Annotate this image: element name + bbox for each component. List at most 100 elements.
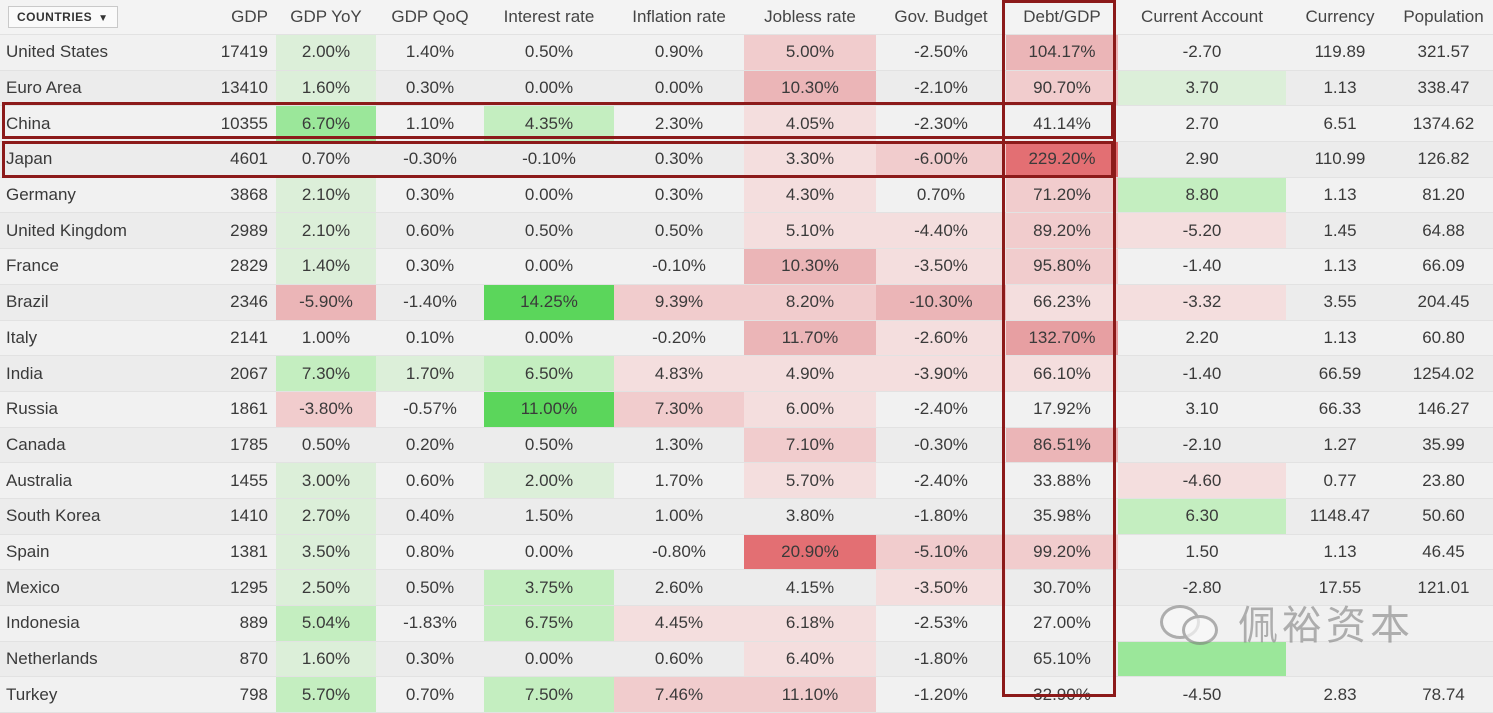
table-row[interactable]: India 2067 7.30% 1.70% 6.50% 4.83% 4.90% -3.90%… <box>0 355 1493 392</box>
cell-current-account: 8.80 <box>1118 177 1286 214</box>
cell-debt-gdp: 27.00% <box>1006 605 1118 642</box>
cell-current-account: -4.60 <box>1118 462 1286 499</box>
column-header-interest-rate[interactable]: Interest rate <box>484 0 614 35</box>
countries-dropdown[interactable]: COUNTRIES ▼ <box>8 6 118 28</box>
cell-debt-gdp: 33.88% <box>1006 462 1118 499</box>
cell-gdp-yoy: 0.70% <box>276 141 376 178</box>
cell-currency: 110.99 <box>1286 141 1394 178</box>
cell-debt-gdp: 30.70% <box>1006 569 1118 606</box>
table-row[interactable]: France 2829 1.40% 0.30% 0.00% -0.10% 10.30% -3.… <box>0 248 1493 285</box>
country-name[interactable]: Canada <box>0 427 196 464</box>
country-name[interactable]: Mexico <box>0 569 196 606</box>
table-row[interactable]: United Kingdom 2989 2.10% 0.60% 0.50% 0.50% 5.… <box>0 212 1493 250</box>
table-row[interactable]: Indonesia 889 5.04% -1.83% 6.75% 4.45% 6.18% -2… <box>0 605 1493 642</box>
table-row[interactable]: Spain 1381 3.50% 0.80% 0.00% -0.80% 20.90% -5.1… <box>0 534 1493 571</box>
cell-inflation-rate: 4.83% <box>614 355 744 392</box>
cell-inflation-rate: 1.30% <box>614 427 744 464</box>
cell-interest-rate: 6.75% <box>484 605 614 642</box>
country-name[interactable]: France <box>0 248 196 285</box>
country-name[interactable]: Germany <box>0 177 196 214</box>
table-body: United States 17419 2.00% 1.40% 0.50% 0.90% 5.… <box>0 34 1493 713</box>
column-header-gdp-qoq[interactable]: GDP QoQ <box>376 0 484 35</box>
column-header-gdp[interactable]: GDP <box>196 0 276 35</box>
country-name[interactable]: China <box>0 105 196 143</box>
column-header-current-account[interactable]: Current Account <box>1118 0 1286 35</box>
country-name[interactable]: Brazil <box>0 284 196 321</box>
cell-gdp: 13410 <box>196 70 276 107</box>
cell-interest-rate: 3.75% <box>484 569 614 606</box>
cell-gdp-qoq: -0.30% <box>376 141 484 178</box>
cell-currency: 1.13 <box>1286 248 1394 285</box>
cell-jobless-rate: 4.05% <box>744 105 876 143</box>
cell-gdp-yoy: 3.00% <box>276 462 376 499</box>
cell-gov-budget: -3.90% <box>876 355 1006 392</box>
table-row[interactable]: Germany 3868 2.10% 0.30% 0.00% 0.30% 4.30% 0.70… <box>0 177 1493 214</box>
cell-inflation-rate: 7.46% <box>614 676 744 713</box>
table-row[interactable]: Italy 2141 1.00% 0.10% 0.00% -0.20% 11.70% -2.6… <box>0 320 1493 357</box>
table-row[interactable]: Australia 1455 3.00% 0.60% 2.00% 1.70% 5.70% -2… <box>0 462 1493 499</box>
cell-inflation-rate: 0.90% <box>614 34 744 71</box>
cell-jobless-rate: 5.70% <box>744 462 876 499</box>
cell-debt-gdp: 104.17% <box>1006 34 1118 71</box>
cell-interest-rate: 0.00% <box>484 534 614 571</box>
cell-jobless-rate: 10.30% <box>744 248 876 285</box>
cell-gdp-yoy: 5.04% <box>276 605 376 642</box>
cell-inflation-rate: 0.00% <box>614 70 744 107</box>
country-name[interactable]: Turkey <box>0 676 196 713</box>
cell-gdp-yoy: 7.30% <box>276 355 376 392</box>
column-header-jobless-rate[interactable]: Jobless rate <box>744 0 876 35</box>
table-row[interactable]: United States 17419 2.00% 1.40% 0.50% 0.90% 5.… <box>0 34 1493 71</box>
cell-interest-rate: 2.00% <box>484 462 614 499</box>
cell-currency: 1.13 <box>1286 177 1394 214</box>
column-header-currency[interactable]: Currency <box>1286 0 1394 35</box>
caret-down-icon: ▼ <box>98 13 109 24</box>
table-row[interactable]: Euro Area 13410 1.60% 0.30% 0.00% 0.00% 10.30%… <box>0 70 1493 107</box>
cell-interest-rate: 0.50% <box>484 427 614 464</box>
country-name[interactable]: United Kingdom <box>0 212 196 250</box>
cell-currency: 1.13 <box>1286 534 1394 571</box>
table-row[interactable]: Russia 1861 -3.80% -0.57% 11.00% 7.30% 6.00% -2… <box>0 391 1493 428</box>
cell-gdp-qoq: 0.60% <box>376 462 484 499</box>
country-name[interactable]: Russia <box>0 391 196 428</box>
country-name[interactable]: Japan <box>0 141 196 178</box>
country-name[interactable]: Spain <box>0 534 196 571</box>
column-header-debt-gdp[interactable]: Debt/GDP <box>1006 0 1118 35</box>
cell-gov-budget: -5.10% <box>876 534 1006 571</box>
cell-gdp: 1381 <box>196 534 276 571</box>
country-name[interactable]: United States <box>0 34 196 71</box>
cell-population: 66.09 <box>1394 248 1493 285</box>
cell-interest-rate: 7.50% <box>484 676 614 713</box>
cell-interest-rate: -0.10% <box>484 141 614 178</box>
country-name[interactable]: Netherlands <box>0 641 196 678</box>
column-header-inflation-rate[interactable]: Inflation rate <box>614 0 744 35</box>
cell-current-account: 6.30 <box>1118 498 1286 535</box>
country-name[interactable]: Indonesia <box>0 605 196 642</box>
country-name[interactable]: Italy <box>0 320 196 357</box>
country-name[interactable]: South Korea <box>0 498 196 535</box>
table-row[interactable]: Mexico 1295 2.50% 0.50% 3.75% 2.60% 4.15% -3.50… <box>0 569 1493 606</box>
country-name[interactable]: Euro Area <box>0 70 196 107</box>
cell-gdp-qoq: 0.70% <box>376 676 484 713</box>
table-row[interactable]: South Korea 1410 2.70% 0.40% 1.50% 1.00% 3.80%… <box>0 498 1493 535</box>
cell-interest-rate: 0.50% <box>484 34 614 71</box>
cell-gov-budget: -1.20% <box>876 676 1006 713</box>
country-name[interactable]: Australia <box>0 462 196 499</box>
column-header-gdp-yoy[interactable]: GDP YoY <box>276 0 376 35</box>
cell-inflation-rate: 2.60% <box>614 569 744 606</box>
cell-gdp: 2067 <box>196 355 276 392</box>
cell-gdp-yoy: 2.10% <box>276 212 376 250</box>
cell-interest-rate: 0.00% <box>484 70 614 107</box>
table-row[interactable]: China 10355 6.70% 1.10% 4.35% 2.30% 4.05% -2.30… <box>0 105 1493 143</box>
cell-jobless-rate: 6.18% <box>744 605 876 642</box>
table-row[interactable]: Netherlands 870 1.60% 0.30% 0.00% 0.60% 6.40% -… <box>0 641 1493 678</box>
table-row[interactable]: Turkey 798 5.70% 0.70% 7.50% 7.46% 11.10% -1.20… <box>0 676 1493 713</box>
table-row[interactable]: Japan 4601 0.70% -0.30% -0.10% 0.30% 3.30% -6.0… <box>0 141 1493 178</box>
cell-population: 23.80 <box>1394 462 1493 499</box>
cell-currency: 66.59 <box>1286 355 1394 392</box>
cell-currency: 1148.47 <box>1286 498 1394 535</box>
column-header-gov-budget[interactable]: Gov. Budget <box>876 0 1006 35</box>
country-name[interactable]: India <box>0 355 196 392</box>
table-row[interactable]: Canada 1785 0.50% 0.20% 0.50% 1.30% 7.10% -0.30… <box>0 427 1493 464</box>
table-row[interactable]: Brazil 2346 -5.90% -1.40% 14.25% 9.39% 8.20% -1… <box>0 284 1493 321</box>
column-header-population[interactable]: Population <box>1394 0 1493 35</box>
